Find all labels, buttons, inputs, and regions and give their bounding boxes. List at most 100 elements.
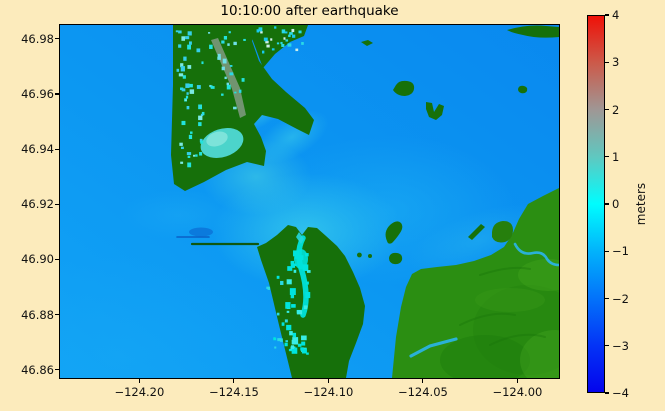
- wetland-speckle: [198, 115, 203, 121]
- wetland-speckle: [189, 41, 192, 45]
- colorbar-tick-label: −2: [612, 291, 629, 306]
- wetland-speckle: [292, 34, 296, 38]
- wetland-speckle: [185, 95, 189, 99]
- wetland-speckle: [221, 40, 225, 44]
- wetland-speckle: [233, 106, 237, 110]
- wetland-speckle: [286, 324, 292, 331]
- water-shade: [60, 255, 290, 378]
- wetland-speckle: [184, 99, 187, 101]
- wetland-speckle: [280, 280, 284, 285]
- wetland-speckle: [243, 38, 246, 41]
- wetland-speckle: [227, 43, 230, 46]
- wetland-speckle: [186, 152, 192, 156]
- colorbar-tick-mark: [605, 250, 609, 252]
- wetland-speckle: [263, 37, 268, 42]
- island-c: [385, 221, 403, 244]
- wetland-speckle: [199, 138, 203, 143]
- wetland-speckle: [290, 260, 294, 265]
- wetland-speckle: [281, 43, 285, 47]
- map-shape: [489, 333, 546, 346]
- wetland-speckle: [306, 270, 311, 273]
- wetland-speckle: [298, 30, 302, 34]
- wetland-speckle: [288, 34, 291, 38]
- island-a: [393, 80, 415, 96]
- island-e: [468, 224, 485, 240]
- wetland-speckle: [293, 263, 297, 266]
- wetland-speckle: [209, 44, 213, 49]
- wetland-speckle: [176, 68, 180, 72]
- wetland-speckle: [187, 162, 192, 168]
- wetland-speckle: [271, 48, 275, 51]
- wetland-speckle: [256, 29, 260, 33]
- wetland-speckle: [217, 56, 221, 60]
- wetland-speckle: [180, 63, 184, 68]
- x-tick-mark: [233, 379, 235, 383]
- islet-g: [356, 252, 362, 258]
- y-tick-label: 46.92: [21, 197, 54, 212]
- y-tick-mark: [55, 93, 59, 95]
- wetland-speckle: [186, 105, 190, 110]
- wetland-speckle: [301, 341, 306, 346]
- wetland-speckle: [208, 32, 211, 34]
- wetland-speckle: [280, 41, 283, 45]
- wetland-speckle: [293, 269, 297, 273]
- wetland-speckle: [294, 255, 299, 259]
- plot-title: 10:10:00 after earthquake: [220, 3, 399, 19]
- wetland-speckle: [291, 28, 295, 33]
- colorbar-tick-mark: [605, 108, 609, 111]
- y-tick-mark: [55, 203, 59, 205]
- wetland-speckle: [303, 305, 308, 310]
- wetland-speckle: [281, 322, 285, 326]
- map-shape: [479, 266, 531, 276]
- terrain-texture-layer: [440, 259, 559, 378]
- wetland-speckle: [196, 85, 201, 89]
- wetland-speckle: [209, 84, 212, 88]
- y-tick-label: 46.94: [21, 142, 54, 157]
- x-tick-mark: [422, 379, 424, 383]
- wetland-speckle: [178, 44, 182, 48]
- wetland-speckle: [182, 75, 186, 79]
- wetland-speckle: [199, 152, 203, 156]
- wetland-speckle: [288, 348, 292, 352]
- y-tick-mark: [55, 148, 59, 150]
- wetland-speckle: [279, 338, 283, 342]
- y-tick-label: 46.90: [21, 252, 54, 267]
- wetland-speckle: [295, 48, 299, 52]
- wetland-speckle: [267, 286, 271, 290]
- wetland-speckle: [290, 294, 295, 299]
- wetland-speckle: [305, 291, 311, 299]
- map-shape: [189, 227, 213, 237]
- wetland-speckle: [302, 264, 309, 272]
- wetland-speckle: [260, 31, 263, 34]
- wetland-speckle: [281, 29, 286, 34]
- island-b: [426, 102, 444, 120]
- wetland-speckle: [185, 36, 190, 40]
- wetland-speckle: [175, 30, 179, 33]
- y-tick-mark: [55, 38, 59, 40]
- wetland-speckle: [293, 250, 299, 257]
- wetland-speckle: [285, 302, 291, 309]
- wetland-speckle: [290, 263, 296, 268]
- map-canvas: [60, 25, 559, 378]
- wetland-speckle: [229, 65, 233, 67]
- ne-corner-strip: [507, 25, 559, 38]
- wetland-speckle: [276, 42, 280, 45]
- island-d: [389, 252, 403, 265]
- wetland-speckle: [228, 31, 231, 34]
- wetland-speckle: [187, 65, 192, 69]
- wetland-speckle: [287, 266, 293, 271]
- x-tick-label: −124.15: [208, 385, 259, 399]
- colorbar-tick-label: 2: [612, 102, 620, 117]
- wetland-speckle: [298, 255, 304, 261]
- wetland-speckle: [178, 30, 182, 34]
- map-shape: [513, 242, 559, 267]
- wetland-speckle: [284, 319, 288, 323]
- wetland-speckle: [195, 154, 198, 157]
- wetland-speckle: [201, 111, 205, 116]
- y-tick-label: 46.88: [21, 307, 54, 322]
- wetland-speckle: [187, 31, 192, 36]
- wetland-speckle: [273, 337, 276, 340]
- wetland-speckle: [292, 337, 299, 345]
- wetland-speckle: [283, 37, 286, 40]
